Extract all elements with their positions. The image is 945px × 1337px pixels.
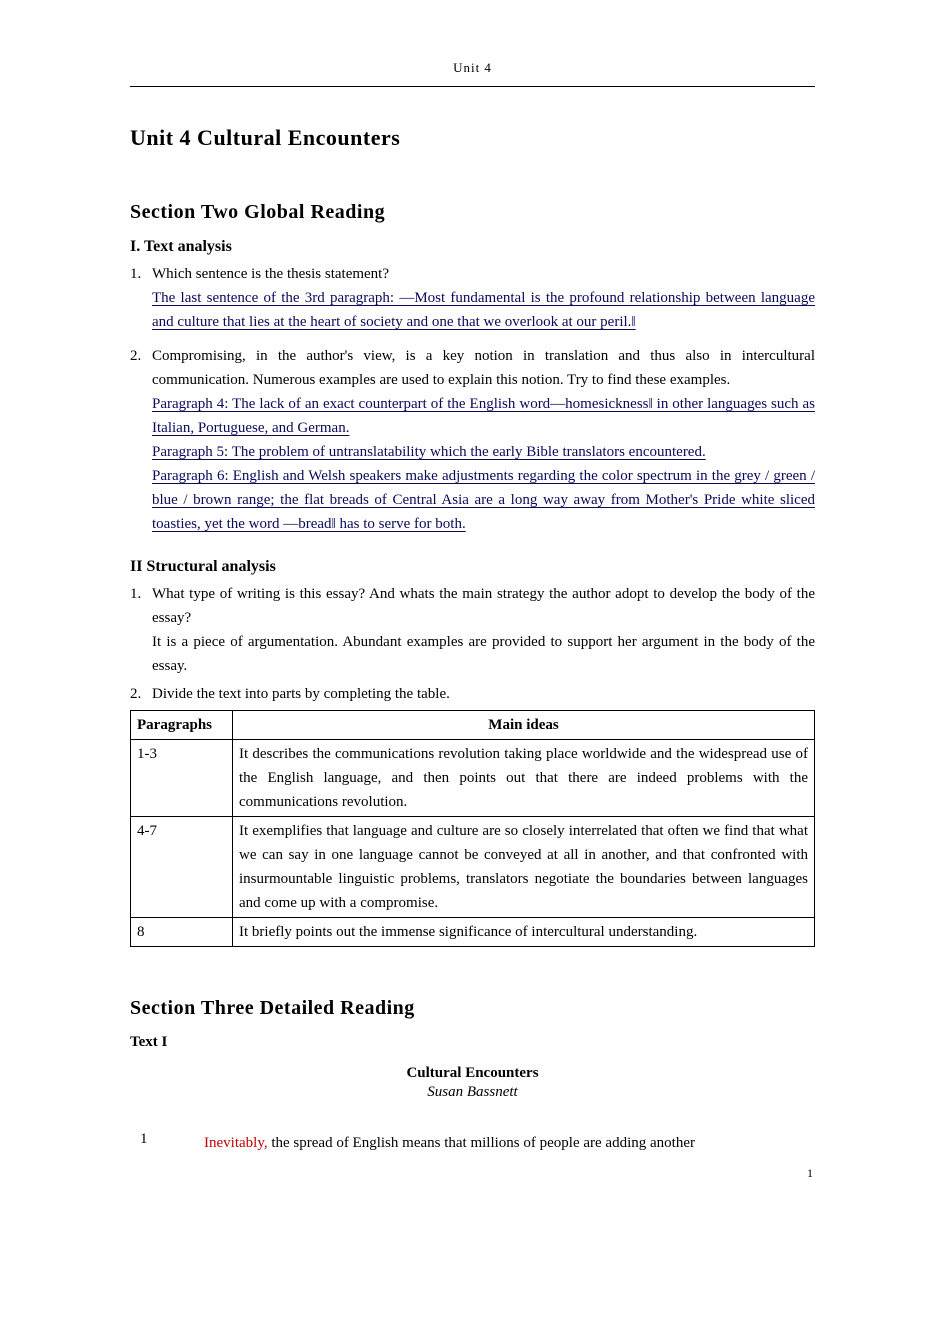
page-header-label: Unit 4 — [130, 60, 815, 86]
structural-q2: 2. Divide the text into parts by complet… — [130, 682, 815, 706]
table-cell-ideas: It exemplifies that language and culture… — [233, 817, 815, 918]
text-analysis-heading: I. Text analysis — [130, 238, 815, 256]
q2-answer-p5: Paragraph 5: The problem of untranslatab… — [152, 440, 815, 464]
paragraph-1-rest: the spread of English means that million… — [268, 1135, 695, 1151]
section-two-title: Section Two Global Reading — [130, 201, 815, 224]
sq2-number: 2. — [130, 682, 152, 706]
text-analysis-list: 1. Which sentence is the thesis statemen… — [130, 262, 815, 536]
table-cell-ideas: It describes the communications revoluti… — [233, 740, 815, 817]
q2-answer-p4: Paragraph 4: The lack of an exact counte… — [152, 392, 815, 440]
table-cell-paragraphs: 1-3 — [131, 740, 233, 817]
text-one-label: Text I — [130, 1034, 815, 1051]
table-col-paragraphs: Paragraphs — [131, 711, 233, 740]
paragraph-1-body: Inevitably, the spread of English means … — [174, 1131, 815, 1155]
essay-title: Cultural Encounters — [130, 1065, 815, 1082]
text-analysis-q2: 2. Compromising, in the author's view, i… — [130, 344, 815, 536]
q2-question: Compromising, in the author's view, is a… — [152, 344, 815, 392]
q2-answer-p6: Paragraph 6: English and Welsh speakers … — [152, 464, 815, 536]
essay-author: Susan Bassnett — [130, 1084, 815, 1101]
red-word-inevitably: Inevitably, — [204, 1135, 268, 1151]
table-row: 1-3 It describes the communications revo… — [131, 740, 815, 817]
page-number: 1 — [807, 1166, 813, 1181]
table-col-main-ideas: Main ideas — [233, 711, 815, 740]
sq1-number: 1. — [130, 582, 152, 678]
paragraph-1-row: 1 Inevitably, the spread of English mean… — [130, 1131, 815, 1155]
table-row: 4-7 It exemplifies that language and cul… — [131, 817, 815, 918]
q1-question: Which sentence is the thesis statement? — [152, 262, 815, 286]
table-cell-ideas: It briefly points out the immense signif… — [233, 918, 815, 947]
sq1-answer: It is a piece of argumentation. Abundant… — [152, 630, 815, 678]
sq1-question: What type of writing is this essay? And … — [152, 582, 815, 630]
paragraph-number: 1 — [130, 1131, 174, 1155]
structural-analysis-heading: II Structural analysis — [130, 558, 815, 576]
sq2-question: Divide the text into parts by completing… — [152, 682, 815, 706]
structure-table: Paragraphs Main ideas 1-3 It describes t… — [130, 710, 815, 947]
q1-number: 1. — [130, 262, 152, 334]
unit-title: Unit 4 Cultural Encounters — [130, 125, 815, 151]
table-row: 8 It briefly points out the immense sign… — [131, 918, 815, 947]
q2-number: 2. — [130, 344, 152, 536]
section-three-title: Section Three Detailed Reading — [130, 997, 815, 1020]
structural-analysis-list: 1. What type of writing is this essay? A… — [130, 582, 815, 706]
table-header-row: Paragraphs Main ideas — [131, 711, 815, 740]
structural-q1: 1. What type of writing is this essay? A… — [130, 582, 815, 678]
table-cell-paragraphs: 8 — [131, 918, 233, 947]
q1-answer: The last sentence of the 3rd paragraph: … — [152, 286, 815, 334]
table-cell-paragraphs: 4-7 — [131, 817, 233, 918]
header-rule — [130, 86, 815, 87]
text-analysis-q1: 1. Which sentence is the thesis statemen… — [130, 262, 815, 334]
